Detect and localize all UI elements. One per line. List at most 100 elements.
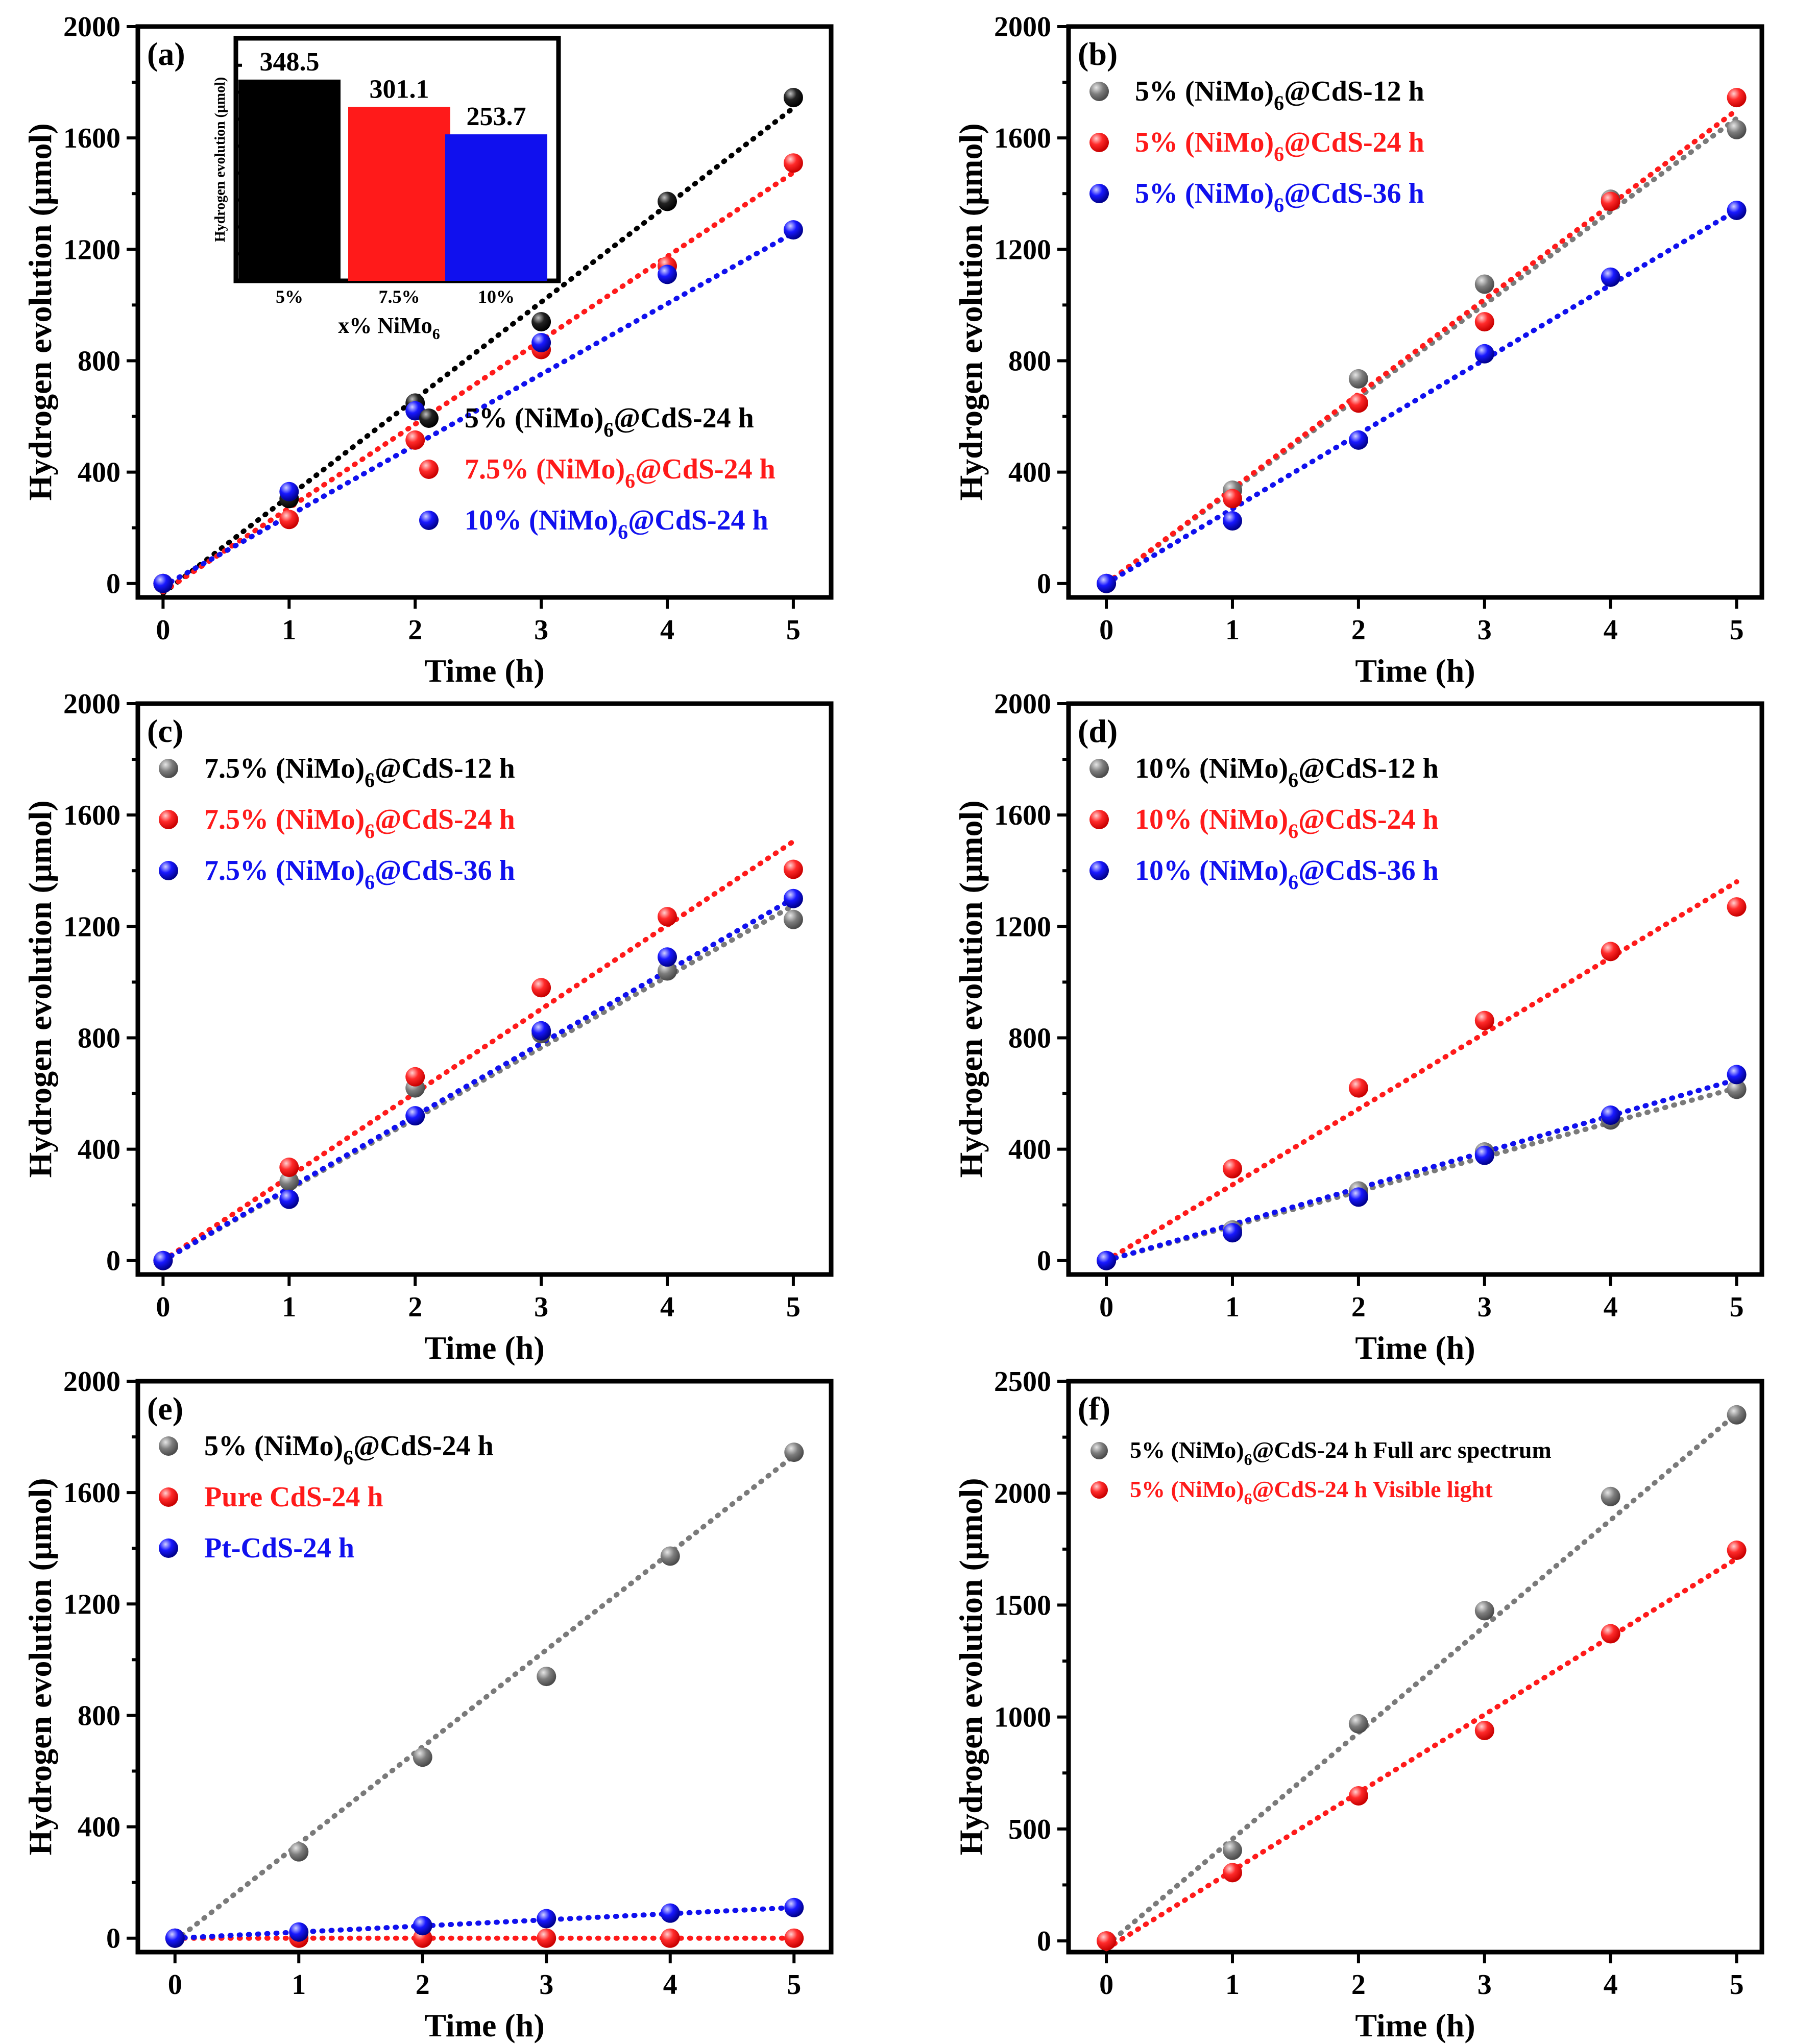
y-tick-label: 2000 [994, 1478, 1051, 1509]
plot-frame [1066, 24, 1764, 600]
data-point-series-1 [660, 1546, 680, 1566]
data-point-series-2 [1222, 489, 1242, 509]
inset-bar [348, 107, 450, 281]
data-point-series-3 [1601, 1105, 1620, 1125]
x-tick-label: 1 [1225, 614, 1240, 646]
legend-marker-3 [1089, 184, 1109, 203]
legend-marker-2 [159, 1487, 178, 1507]
plot-frame [135, 701, 834, 1277]
fit-line-3 [160, 896, 796, 1263]
y-tick-label: 1200 [63, 911, 120, 943]
inset-bar-value-label: 301.1 [370, 75, 429, 104]
x-tick-label: 3 [1477, 614, 1492, 646]
x-tick-label: 4 [1604, 1291, 1618, 1323]
x-tick-label: 1 [282, 1291, 296, 1323]
panel-label: (f) [1078, 1390, 1110, 1427]
x-tick-label: 1 [282, 614, 296, 646]
panel-label: (c) [147, 713, 183, 749]
legend-marker-1 [1089, 82, 1109, 101]
legend-marker-3 [1089, 861, 1109, 880]
data-point-series-3 [1348, 430, 1368, 450]
legend-marker-3 [159, 861, 178, 880]
data-point-series-3 [783, 220, 803, 240]
legend-label-2: 5% (NiMo)6@CdS-24 h Visible light [1130, 1476, 1493, 1508]
y-tick-label: 1500 [994, 1590, 1051, 1621]
y-tick-label: 2000 [994, 11, 1051, 43]
data-point-series-3 [165, 1928, 185, 1948]
x-axis-title: Time (h) [1355, 2007, 1475, 2043]
legend-label-1: 5% (NiMo)6@CdS-12 h [1135, 76, 1424, 114]
panel-a: 0 1 2 3 4 5 0 400 800 1200 1600 2000 Time (h) Hydroge… [22, 11, 834, 689]
x-tick-label: 2 [416, 1969, 430, 2001]
x-tick-label: 1 [1225, 1969, 1240, 2001]
legend: 7.5% (NiMo)6@CdS-12 h 7.5% (NiMo)6@CdS-24… [159, 753, 515, 894]
data-point-series-3 [1222, 511, 1242, 531]
panel-c: 0 1 2 3 4 5 0 400 800 1200 1600 2000 Time (h) Hydroge… [22, 688, 834, 1366]
data-point-series-1 [531, 312, 551, 332]
data-point-series-3 [153, 1251, 173, 1270]
y-tick-label: 400 [78, 1812, 120, 1843]
fit-line-3 [1104, 207, 1739, 586]
data-point-series-1 [784, 1442, 804, 1462]
inset-bar-value-label: 253.7 [467, 102, 526, 131]
data-point-series-3 [289, 1922, 309, 1942]
legend-label-3: 7.5% (NiMo)6@CdS-36 h [204, 855, 515, 894]
panel-label: (e) [147, 1390, 183, 1427]
fit-line-2 [1104, 107, 1739, 586]
x-tick-label: 4 [660, 1291, 674, 1323]
data-point-series-3 [658, 264, 677, 284]
legend-marker-1 [1091, 1442, 1108, 1459]
x-tick-label: 2 [1351, 1291, 1366, 1323]
data-point-series-1 [1474, 1601, 1494, 1621]
data-point-series-3 [531, 332, 551, 352]
inset-category-label: 5% [276, 286, 303, 307]
x-tick-label: 1 [292, 1969, 306, 2001]
y-tick-label: 1600 [994, 123, 1051, 154]
y-tick-label: 1200 [994, 234, 1051, 266]
y-tick-label: 1200 [63, 1589, 120, 1620]
data-point-series-2 [658, 907, 677, 927]
inset-bar-chart: 348.5 5% 301.1 7.5% 253.7 10% x% NiMo6 Hydrogen… [212, 36, 561, 343]
panel-d: 0 1 2 3 4 5 0 400 800 1200 1600 2000 Time (h) Hydroge… [953, 688, 1764, 1366]
legend-marker-1 [159, 759, 178, 778]
legend: 5% (NiMo)6@CdS-24 h 7.5% (NiMo)6@CdS-24 h… [419, 402, 776, 543]
data-point-series-1 [1474, 274, 1494, 294]
fit-line-1 [1104, 1085, 1739, 1263]
data-point-series-3 [153, 573, 173, 593]
panel-e: 0 1 2 3 4 5 0 400 800 1200 1600 2000 Time (h) Hydroge… [22, 1366, 834, 2043]
x-tick-label: 2 [1351, 614, 1366, 646]
legend-marker-3 [159, 1538, 178, 1558]
y-tick-label: 0 [106, 1923, 120, 1955]
y-tick-label: 400 [78, 1134, 120, 1166]
data-point-series-1 [658, 961, 677, 981]
y-tick-label: 800 [78, 1022, 120, 1054]
data-point-series-3 [1348, 1187, 1368, 1207]
data-point-series-2 [1474, 1720, 1494, 1740]
y-tick-label: 1000 [994, 1702, 1051, 1734]
data-point-series-3 [1097, 1251, 1117, 1270]
x-tick-label: 5 [1730, 1969, 1744, 2001]
inset-category-label: 10% [478, 286, 515, 307]
legend-label-3: Pt-CdS-24 h [204, 1532, 354, 1564]
y-axis-title: Hydrogen evolution (μmol) [953, 800, 989, 1177]
legend-label-1: 5% (NiMo)6@CdS-24 h Full arc spectrum [1130, 1437, 1552, 1469]
data-point-series-3 [1222, 1223, 1242, 1243]
x-axis-title: Time (h) [424, 653, 544, 689]
data-point-series-1 [1601, 1486, 1620, 1506]
legend-marker-3 [419, 511, 439, 530]
y-tick-label: 2000 [63, 688, 120, 720]
data-point-series-2 [1727, 897, 1747, 917]
y-tick-label: 0 [106, 1245, 120, 1277]
data-point-series-1 [658, 191, 677, 211]
x-tick-label: 5 [787, 1969, 801, 2001]
data-point-series-3 [1474, 344, 1494, 364]
legend: 5% (NiMo)6@CdS-24 h Full arc spectrum 5% … [1091, 1437, 1552, 1508]
data-point-series-3 [658, 947, 677, 967]
legend-marker-2 [1091, 1481, 1108, 1499]
plot-frame [1066, 1379, 1764, 1955]
x-axis-title: Time (h) [424, 2007, 544, 2043]
data-point-series-2 [1348, 1786, 1368, 1806]
y-tick-label: 500 [1008, 1814, 1051, 1845]
y-tick-label: 400 [1008, 1134, 1051, 1166]
data-point-series-2 [1474, 312, 1494, 332]
